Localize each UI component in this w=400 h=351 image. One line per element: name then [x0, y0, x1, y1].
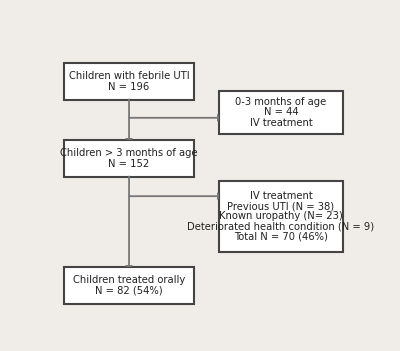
Text: Previous UTI (N = 38): Previous UTI (N = 38) — [227, 201, 334, 211]
FancyBboxPatch shape — [219, 91, 343, 134]
FancyBboxPatch shape — [64, 140, 194, 177]
Text: Children treated orally: Children treated orally — [73, 275, 185, 285]
Text: N = 196: N = 196 — [108, 82, 150, 92]
Text: Total N = 70 (46%): Total N = 70 (46%) — [234, 232, 328, 242]
FancyBboxPatch shape — [64, 267, 194, 304]
Text: IV treatment: IV treatment — [250, 118, 312, 128]
FancyBboxPatch shape — [219, 181, 343, 252]
Text: Children with febrile UTI: Children with febrile UTI — [69, 71, 189, 81]
Text: IV treatment: IV treatment — [250, 191, 312, 201]
Text: N = 152: N = 152 — [108, 159, 150, 169]
Text: 0-3 months of age: 0-3 months of age — [235, 97, 326, 107]
Text: N = 82 (54%): N = 82 (54%) — [95, 286, 163, 296]
Text: N = 44: N = 44 — [264, 107, 298, 117]
Text: Deteriorated health condition (N = 9): Deteriorated health condition (N = 9) — [187, 222, 374, 232]
Text: Children > 3 months of age: Children > 3 months of age — [60, 148, 198, 158]
FancyBboxPatch shape — [64, 63, 194, 100]
Text: Known uropathy (N= 23): Known uropathy (N= 23) — [219, 211, 343, 221]
